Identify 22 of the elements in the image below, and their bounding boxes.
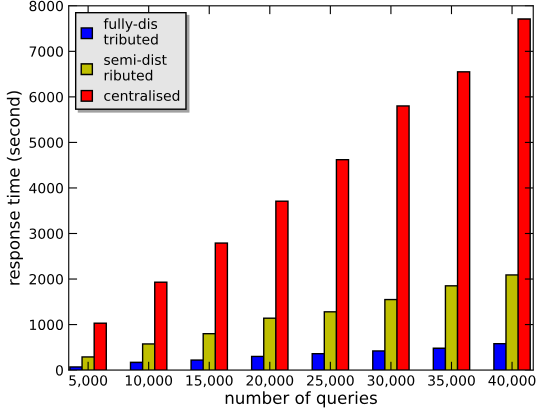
y-tick-label: 6000 [30,92,63,102]
y-tick-label: 5000 [30,137,63,148]
legend-label: centralised [104,90,180,101]
legend-label: semi-dist ributed [104,54,167,81]
y-axis-title: response time (second) [6,91,23,285]
y-tick-label: 3000 [30,228,63,239]
y-tick-label: 4000 [29,182,63,194]
x-tick-label: 15,000 [186,375,233,388]
y-tick-label: 2000 [30,274,63,285]
x-tick-label: 35,000 [428,375,475,388]
x-tick-label: 30,000 [368,375,414,388]
y-tick-label: 0 [56,365,63,376]
x-tick-label: 25,000 [307,375,354,388]
x-tick-label: 20,000 [246,375,294,388]
y-tick-label: 7000 [30,46,63,57]
y-tick-label: 8000 [29,0,63,12]
x-tick-label: 10,000 [126,375,172,388]
x-tick-label: 40,000 [488,375,536,388]
x-tick-label: 5,000 [69,375,108,388]
x-axis-title: number of queries [226,391,377,408]
y-tick-label: 1000 [30,320,63,330]
legend-label: fully-dis tributed [104,18,158,45]
